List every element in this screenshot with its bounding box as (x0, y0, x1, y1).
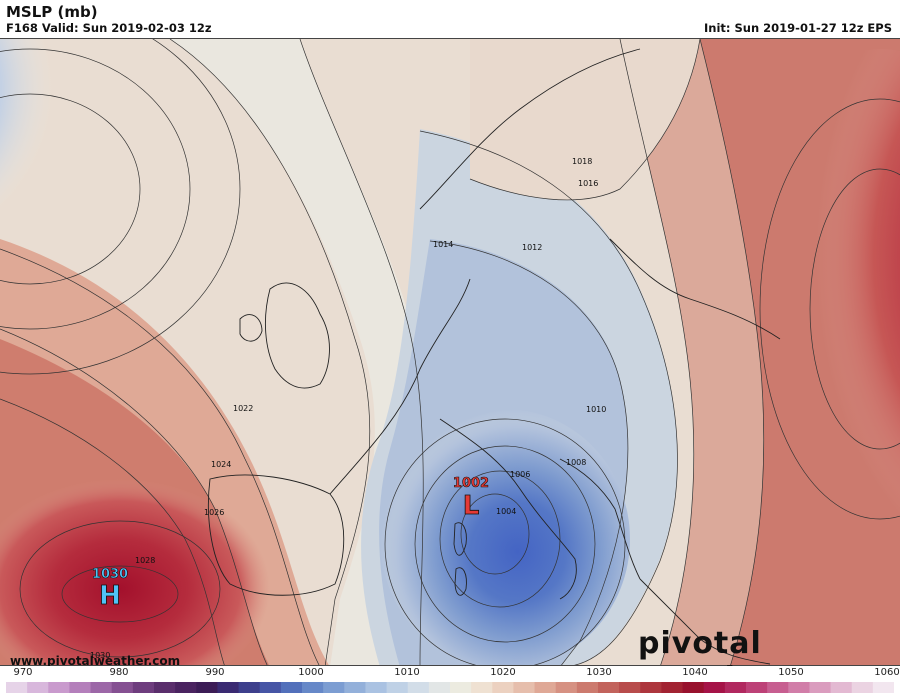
colorbar-swatch (111, 682, 134, 693)
colorbar-swatch (280, 682, 303, 693)
high-value: 1030 (92, 567, 128, 582)
colorbar-swatch (175, 682, 197, 693)
pressure-map[interactable]: 1018 1016 1014 1012 1010 1008 1006 1004 … (0, 38, 900, 666)
colorbar-tick-label: 990 (205, 667, 225, 678)
colorbar-swatch (323, 682, 345, 693)
website-link[interactable]: www.pivotalweather.com (10, 654, 181, 668)
colorbar-tick-label: 1060 (874, 667, 900, 678)
colorbar-swatch (619, 682, 641, 693)
colorbar-swatch (513, 682, 536, 693)
colorbar-tick-label: 1030 (586, 667, 612, 678)
colorbar-swatch (450, 682, 472, 693)
contour-label: 1024 (211, 460, 231, 469)
colorbar-swatch (809, 682, 832, 693)
colorbar-tick-label: 970 (13, 667, 33, 678)
colorbar-swatch (492, 682, 514, 693)
colorbar-swatch (428, 682, 451, 693)
colorbar-swatch (69, 682, 92, 693)
colorbar-swatch (576, 682, 599, 693)
colorbar-swatch (851, 682, 874, 693)
contour-label: 1006 (510, 470, 530, 479)
colorbar-swatch (682, 682, 705, 693)
low-value: 1002 (453, 476, 489, 491)
contour-labels: 1018 1016 1014 1012 1010 1008 1006 1004 … (90, 157, 606, 660)
header: MSLP (mb) F168 Valid: Sun 2019-02-03 12z… (0, 0, 900, 38)
colorbar-ticks: 970 980 990 1000 1010 1020 1030 1040 1050 1060 (0, 666, 900, 680)
colorbar-swatch (598, 682, 620, 693)
colorbar-swatch (767, 682, 789, 693)
colorbar-swatch (471, 682, 493, 693)
low-letter: L (463, 491, 480, 521)
colorbar-swatch (534, 682, 557, 693)
contour-label: 1022 (233, 404, 253, 413)
colorbar-swatch (407, 682, 430, 693)
colorbar-swatch (132, 682, 155, 693)
high-pressure-center: 1030 H (92, 567, 129, 612)
colorbar-swatch (640, 682, 662, 693)
italy-low (380, 409, 630, 665)
colorbar-swatches (6, 682, 894, 693)
map-title: MSLP (mb) (6, 3, 98, 21)
nw-low (0, 39, 260, 389)
colorbar-swatch (386, 682, 409, 693)
colorbar: 970 980 990 1000 1010 1020 1030 1040 1050 1060 (0, 666, 900, 695)
colorbar-swatch (90, 682, 113, 693)
colorbar-swatch (302, 682, 324, 693)
colorbar-tick-label: 1010 (394, 667, 420, 678)
colorbar-swatch (724, 682, 747, 693)
colorbar-tick-label: 1020 (490, 667, 516, 678)
colorbar-swatch (48, 682, 70, 693)
colorbar-swatch (154, 682, 176, 693)
colorbar-swatch (872, 682, 894, 693)
valid-time: F168 Valid: Sun 2019-02-03 12z (6, 21, 212, 35)
azores-high (0, 479, 270, 665)
colorbar-swatch (27, 682, 49, 693)
contour-label: 1018 (572, 157, 592, 166)
contour-label: 1014 (433, 240, 453, 249)
low-pressure-center: 1002 L (453, 476, 490, 522)
colorbar-swatch (259, 682, 282, 693)
init-time: Init: Sun 2019-01-27 12z EPS (704, 21, 892, 35)
contour-label: 1030 (90, 651, 110, 660)
map-canvas: 1018 1016 1014 1012 1010 1008 1006 1004 … (0, 39, 900, 665)
colorbar-tick-label: 980 (109, 667, 129, 678)
isobars (0, 39, 900, 665)
colorbar-swatch (788, 682, 810, 693)
contour-label: 1004 (496, 507, 516, 516)
colorbar-swatch (661, 682, 684, 693)
contour-label: 1008 (566, 458, 586, 467)
colorbar-swatch (344, 682, 366, 693)
colorbar-swatch (6, 682, 28, 693)
colorbar-swatch (217, 682, 240, 693)
colorbar-swatch (365, 682, 388, 693)
colorbar-swatch (703, 682, 726, 693)
colorbar-tick-label: 1050 (778, 667, 804, 678)
contour-label: 1026 (204, 508, 224, 517)
colorbar-swatch (746, 682, 768, 693)
colorbar-tick-label: 1040 (682, 667, 708, 678)
contour-label: 1016 (578, 179, 598, 188)
high-letter: H (99, 581, 121, 611)
colorbar-swatch (830, 682, 853, 693)
colorbar-tick-label: 1000 (298, 667, 324, 678)
band-north (470, 39, 700, 200)
contour-label: 1010 (586, 405, 606, 414)
colorbar-swatch (196, 682, 218, 693)
colorbar-swatch (555, 682, 578, 693)
colorbar-swatch (238, 682, 261, 693)
contour-label: 1012 (522, 243, 542, 252)
contour-label: 1028 (135, 556, 155, 565)
coastlines (208, 48, 781, 665)
